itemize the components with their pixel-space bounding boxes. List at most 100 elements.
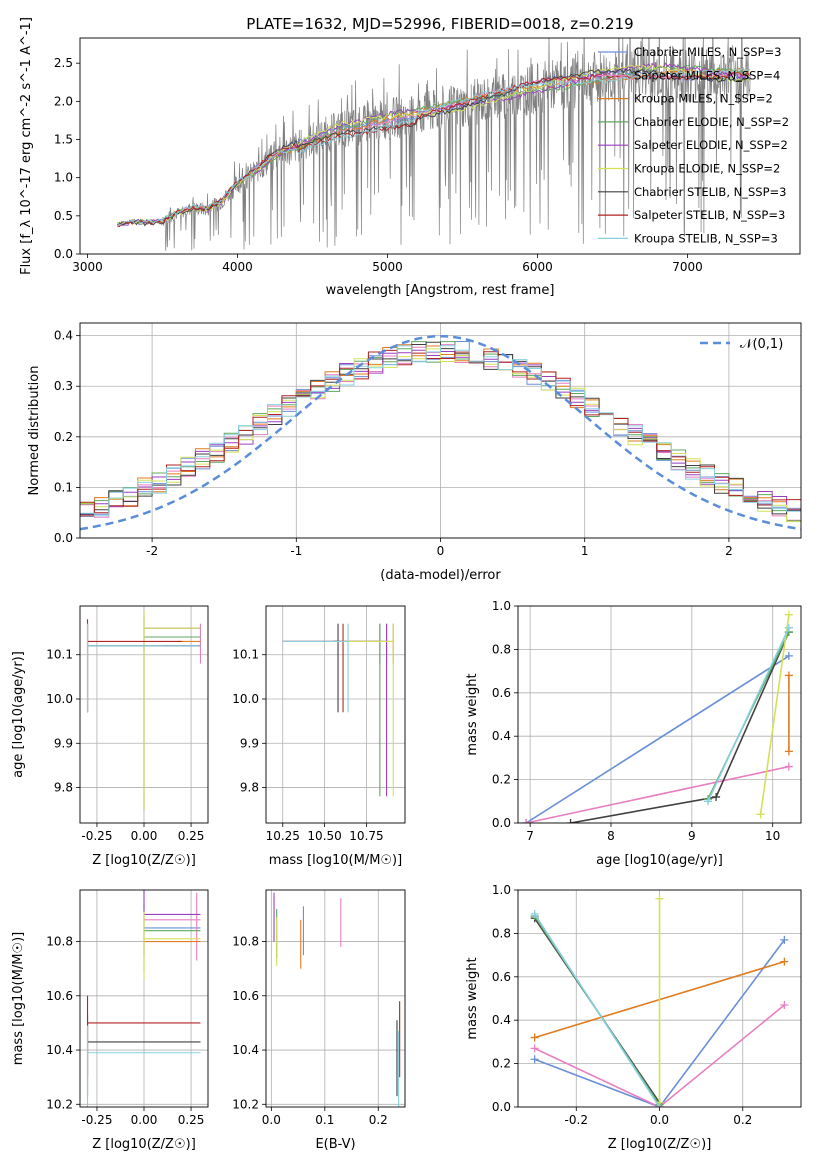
y-tick-label: 0.6: [492, 686, 511, 700]
axes-border: [79, 605, 209, 824]
plot-area: [117, 38, 751, 251]
x-tick-label: 5000: [372, 260, 403, 274]
y-axis-label: Normed distribution: [27, 366, 42, 496]
axes-border: [265, 605, 406, 824]
x-tick-label: 10.25: [266, 829, 300, 843]
histogram-5: [80, 348, 801, 523]
weight-marker-1-1: [784, 762, 793, 771]
weight-marker-8-1: [784, 623, 793, 632]
age-vs-mass-panel: 10.25 10.50 10.75 9.8 9.9 10.0 10.1 mass [log10…: [232, 605, 406, 868]
mass-vs-ebv-panel: 0.0 0.1 0.2 10.2 10.4 10.6 10.8 E(B-V): [232, 889, 406, 1152]
axes-frame: -0.2 0.0 0.2 0.0 0.2 0.4 0.6 0.8 1.0 Z [log10(Z/Z…: [465, 883, 802, 1152]
weightz-marker-1-0: [530, 1044, 539, 1053]
y-tick-label: 0.0: [54, 247, 73, 261]
y-tick-label: 0.4: [54, 329, 73, 343]
x-tick-label: 2: [725, 544, 733, 558]
y-tick-label: 10.8: [232, 935, 259, 949]
y-axis-label: mass weight: [465, 673, 480, 755]
x-tick-label: 7000: [672, 260, 703, 274]
weightz-marker-8-1: [655, 1103, 664, 1107]
y-tick-label: 0.8: [492, 926, 511, 940]
weight-line-8: [707, 627, 790, 802]
axes-frame: -0.25 0.00 0.25 9.8 9.9 10.0 10.1 Z [log10(Z/Z☉…: [11, 605, 209, 868]
y-tick-label: 0.0: [492, 816, 511, 830]
axes-frame: 7 8 9 10 0.0 0.2 0.4 0.6 0.8 1.0 age [log10(age/yr…: [465, 599, 802, 868]
weight-line-5: [759, 614, 790, 815]
legend-entry-5: Kroupa ELODIE, N_SSP=2: [634, 162, 780, 176]
x-tick-label: -2: [146, 544, 158, 558]
x-axis-label: Z [log10(Z/Z☉)]: [608, 1137, 712, 1152]
axes-border: [79, 37, 801, 255]
weight-marker-6-1: [712, 792, 721, 801]
y-tick-label: 2.0: [54, 94, 73, 108]
x-tick-label: 0.1: [315, 1113, 334, 1127]
y-tick-label: 10.4: [46, 1043, 73, 1057]
weight-marker-8-0: [704, 797, 713, 806]
y-axis-label: Flux [f_λ 10^-17 erg cm^-2 s^-1 A^-1]: [19, 17, 34, 275]
y-tick-label: 10.6: [232, 989, 259, 1003]
weightz-marker-8-0: [530, 909, 539, 918]
weightz-marker-0-2: [780, 935, 789, 944]
x-axis-label: E(B-V): [315, 1137, 355, 1152]
x-tick-label: -0.25: [81, 829, 112, 843]
y-tick-label: 0.0: [54, 531, 73, 545]
x-tick-label: 10.75: [349, 829, 383, 843]
y-tick-label: 10.1: [232, 648, 259, 662]
weightz-line-0: [534, 939, 786, 1107]
legend-entry-6: Chabrier STELIB, N_SSP=3: [634, 185, 786, 199]
weight-line-0: [525, 655, 790, 823]
weight-line-1: [525, 765, 790, 823]
x-axis-label: Z [log10(Z/Z☉)]: [92, 1137, 196, 1152]
axes-frame: -0.25 0.00 0.25 10.2 10.4 10.6 10.8 Z [log10(Z/…: [11, 889, 209, 1152]
y-tick-label: 0.3: [54, 379, 73, 393]
spectrum-legend: Chabrier MILES, N_SSP=3 Salpeter MILES, N…: [598, 45, 789, 245]
axes-border: [265, 889, 406, 1108]
legend-entry-3: Chabrier ELODIE, N_SSP=2: [634, 115, 789, 129]
y-tick-label: 0.8: [492, 642, 511, 656]
y-tick-label: 1.0: [492, 599, 511, 613]
x-tick-label: 0.2: [369, 1113, 388, 1127]
plot-area: [518, 890, 801, 1107]
y-tick-label: 2.5: [54, 56, 73, 70]
gaussian-legend-label: 𝒩(0,1): [740, 337, 783, 352]
axes-frame: -2 -1 0 1 2 0.0 0.1 0.2 0.3 0.4 (data-model)/error…: [27, 322, 802, 583]
y-tick-label: 0.5: [54, 209, 73, 223]
y-tick-label: 0.2: [492, 1057, 511, 1071]
y-tick-label: 9.9: [54, 736, 73, 750]
plot-area: [266, 890, 405, 1107]
x-tick-label: 0.2: [733, 1113, 752, 1127]
x-tick-label: -0.2: [565, 1113, 588, 1127]
mass-weight-vs-metallicity-panel: -0.2 0.0 0.2 0.0 0.2 0.4 0.6 0.8 1.0 Z [log10(Z/Z…: [465, 883, 802, 1152]
weight-marker-2-0: [784, 747, 793, 756]
x-tick-label: 0.0: [262, 1113, 281, 1127]
axes-border: [79, 322, 802, 539]
x-tick-label: 0.00: [131, 829, 158, 843]
y-tick-label: 10.6: [46, 989, 73, 1003]
spectrum-panel: 3000 4000 5000 6000 7000 0.0 0.5 1.0 1.5 2.0 2.5 wa…: [19, 17, 801, 298]
histogram-3: [80, 341, 801, 522]
weightz-marker-5-0: [655, 894, 664, 903]
x-axis-label: wavelength [Angstrom, rest frame]: [326, 283, 555, 298]
y-tick-label: 0.4: [492, 729, 511, 743]
y-axis-label: age [log10(age/yr)]: [11, 651, 26, 778]
legend-entry-8: Kroupa STELIB, N_SSP=3: [634, 231, 778, 245]
axes-border: [79, 889, 209, 1108]
x-tick-label: 4000: [222, 260, 253, 274]
y-tick-label: 0.0: [492, 1100, 511, 1114]
axes-border: [517, 605, 802, 824]
x-tick-label: 8: [607, 829, 615, 843]
plot-area: [266, 606, 405, 823]
axes-frame: 0.0 0.1 0.2 10.2 10.4 10.6 10.8 E(B-V): [232, 889, 406, 1152]
x-tick-label: 3000: [72, 260, 103, 274]
residuals-panel: -2 -1 0 1 2 0.0 0.1 0.2 0.3 0.4 (data-model)/error…: [27, 322, 802, 583]
y-tick-label: 1.5: [54, 133, 73, 147]
y-tick-label: 10.1: [46, 648, 73, 662]
observed-spectrum: [117, 38, 751, 251]
x-tick-label: 0: [437, 544, 445, 558]
x-tick-label: 9: [688, 829, 696, 843]
y-tick-label: 10.2: [232, 1097, 259, 1111]
axes-frame: 3000 4000 5000 6000 7000 0.0 0.5 1.0 1.5 2.0 2.5 wa…: [19, 17, 801, 298]
weightz-marker-0-0: [530, 1055, 539, 1064]
weight-marker-6-0: [566, 819, 575, 823]
